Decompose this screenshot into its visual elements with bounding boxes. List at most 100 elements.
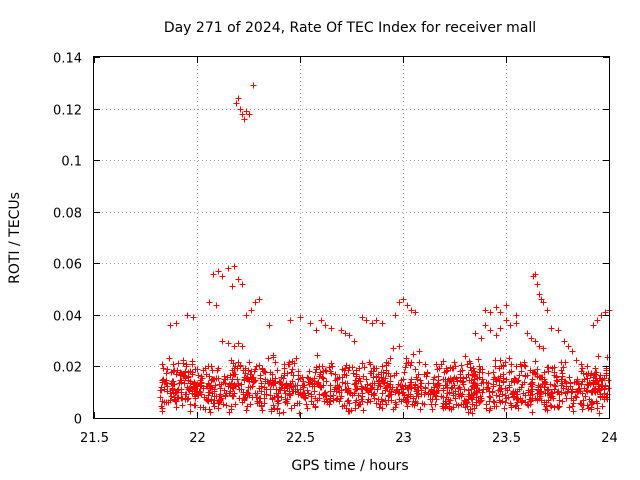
data-point	[504, 387, 511, 394]
data-point	[239, 281, 246, 288]
data-point	[385, 360, 392, 367]
data-point	[286, 391, 293, 398]
data-point	[379, 378, 386, 385]
data-point	[318, 384, 325, 391]
chart-title: Day 271 of 2024, Rate Of TEC Index for r…	[164, 20, 536, 36]
data-point	[508, 361, 515, 368]
data-point	[467, 406, 474, 413]
data-point	[574, 378, 581, 385]
data-point	[231, 365, 238, 372]
data-point	[524, 372, 531, 379]
data-point	[288, 369, 295, 376]
data-point	[432, 393, 439, 400]
data-point	[210, 271, 217, 278]
data-point	[497, 309, 504, 316]
data-point	[222, 380, 229, 387]
data-point	[374, 386, 381, 393]
data-point	[509, 391, 516, 398]
x-tick-label: 23.5	[492, 431, 521, 446]
data-point	[351, 381, 358, 388]
data-points	[157, 82, 613, 417]
data-point	[231, 343, 238, 350]
data-point	[428, 388, 435, 395]
data-point	[373, 317, 380, 324]
data-point	[605, 385, 612, 392]
data-point	[425, 380, 432, 387]
data-point	[558, 367, 565, 374]
data-point	[338, 393, 345, 400]
data-point	[348, 407, 355, 414]
data-point	[538, 388, 545, 395]
data-point	[568, 389, 575, 396]
data-point	[508, 404, 515, 411]
data-point	[229, 283, 236, 290]
data-point	[528, 335, 535, 342]
data-point	[234, 376, 241, 383]
data-point	[320, 375, 327, 382]
data-point	[345, 397, 352, 404]
data-point	[186, 385, 193, 392]
data-point	[237, 362, 244, 369]
data-point	[408, 307, 415, 314]
data-point	[238, 381, 245, 388]
data-point	[321, 391, 328, 398]
data-point	[388, 388, 395, 395]
data-point	[284, 370, 291, 377]
data-point	[480, 386, 487, 393]
data-point	[190, 314, 197, 321]
data-point	[225, 340, 232, 347]
data-point	[584, 402, 591, 409]
data-point	[346, 332, 353, 339]
data-point	[442, 404, 449, 411]
data-point	[344, 398, 351, 405]
data-point	[289, 378, 296, 385]
data-point	[328, 370, 335, 377]
data-point	[266, 380, 273, 387]
data-point	[359, 360, 366, 367]
data-point	[408, 385, 415, 392]
data-point	[189, 390, 196, 397]
data-point	[242, 365, 249, 372]
data-point	[302, 394, 309, 401]
data-point	[477, 393, 484, 400]
data-point	[387, 373, 394, 380]
data-point	[173, 404, 180, 411]
data-point	[358, 383, 365, 390]
data-point	[597, 391, 604, 398]
data-point	[258, 388, 265, 395]
data-point	[339, 379, 346, 386]
data-point	[595, 386, 602, 393]
data-point	[314, 397, 321, 404]
data-point	[532, 338, 539, 345]
data-point	[343, 386, 350, 393]
data-point	[385, 392, 392, 399]
data-point	[584, 363, 591, 370]
data-point	[401, 369, 408, 376]
data-point	[274, 405, 281, 412]
data-point	[465, 387, 472, 394]
data-point	[360, 373, 367, 380]
data-point	[435, 387, 442, 394]
data-point	[232, 371, 239, 378]
data-point	[343, 372, 350, 379]
data-point	[246, 359, 253, 366]
data-point	[257, 372, 264, 379]
data-point	[465, 393, 472, 400]
data-point	[376, 404, 383, 411]
data-point	[565, 343, 572, 350]
data-point	[266, 322, 273, 329]
data-point	[246, 111, 253, 118]
data-point	[345, 367, 352, 374]
data-point	[414, 400, 421, 407]
data-point	[262, 378, 269, 385]
data-point	[572, 393, 579, 400]
data-point	[254, 400, 261, 407]
data-point	[216, 381, 223, 388]
data-point	[553, 374, 560, 381]
data-point	[253, 363, 260, 370]
data-point	[433, 396, 440, 403]
data-point	[194, 366, 201, 373]
data-point	[551, 386, 558, 393]
data-point	[534, 366, 541, 373]
data-point	[185, 369, 192, 376]
